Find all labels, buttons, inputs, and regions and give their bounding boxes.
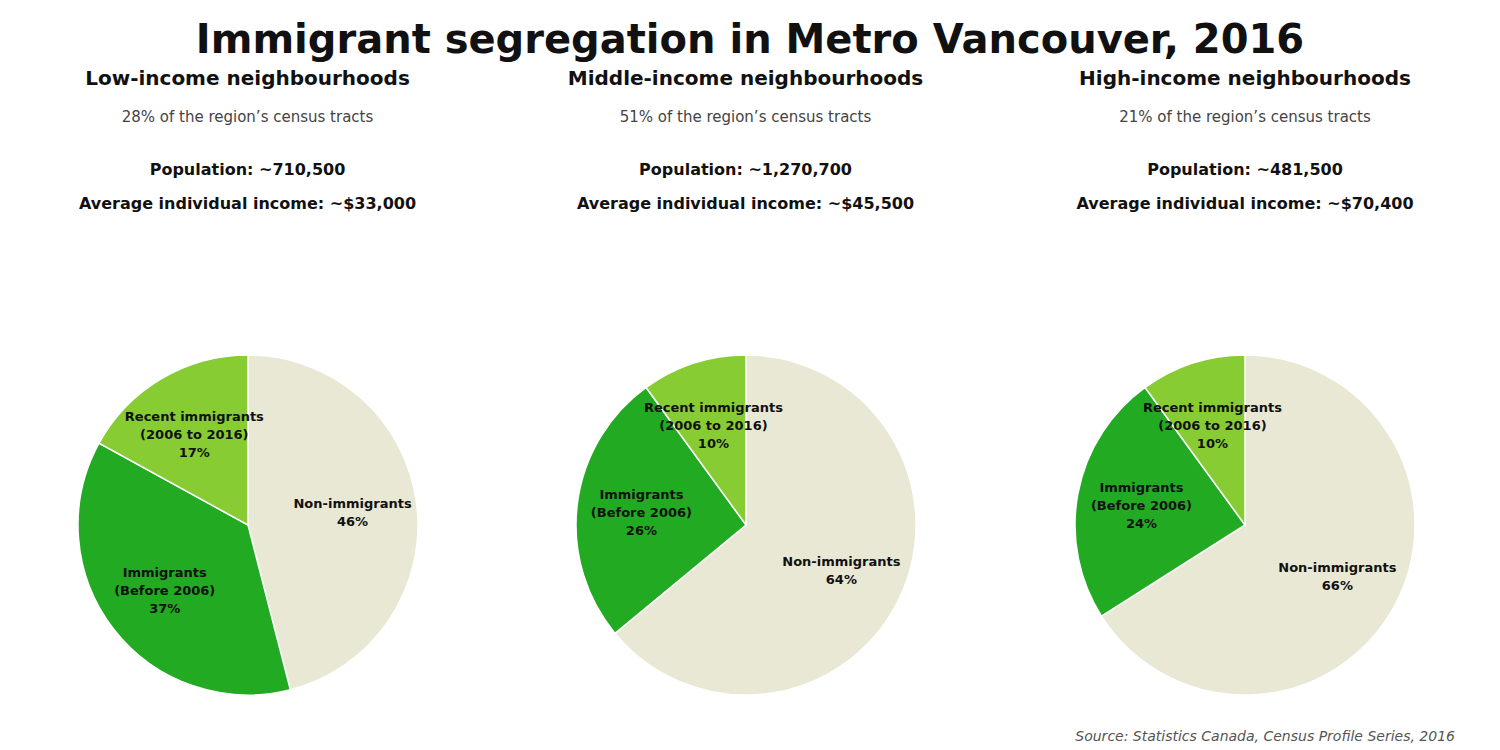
html-text:51% of the region’s census tra: 51% of the region’s census tracts — [619, 108, 872, 126]
svg-text:Immigrants(Before 2006)26%: Immigrants(Before 2006)26% — [590, 486, 691, 537]
html-text:Average individual income: ~$4: Average individual income: ~$45,500 — [576, 194, 915, 213]
svg-text:Recent immigrants(2006 to 2016: Recent immigrants(2006 to 2016)10% — [643, 399, 782, 450]
svg-text:Non-immigrants66%: Non-immigrants66% — [1278, 559, 1396, 592]
html-text:Low-income neighbourhoods: Low-income neighbourhoods — [85, 66, 410, 90]
html-text:Average individual income: ~$3: Average individual income: ~$33,000 — [78, 194, 417, 213]
svg-text:Non-immigrants64%: Non-immigrants64% — [782, 553, 900, 586]
html-text:High-income neighbourhoods: High-income neighbourhoods — [1079, 66, 1411, 90]
html-text:Population: ~1,270,700: Population: ~1,270,700 — [639, 160, 852, 179]
svg-text:Recent immigrants(2006 to 2016: Recent immigrants(2006 to 2016)10% — [1143, 399, 1282, 450]
svg-text:Immigrants(Before 2006)37%: Immigrants(Before 2006)37% — [114, 564, 215, 615]
html-text:Average individual income: ~$7: Average individual income: ~$70,400 — [1076, 194, 1414, 213]
svg-text:Non-immigrants46%: Non-immigrants46% — [293, 495, 411, 528]
html-text:Population: ~710,500: Population: ~710,500 — [149, 160, 346, 179]
html-text:21% of the region’s census tra: 21% of the region’s census tracts — [1119, 108, 1371, 126]
html-text:28% of the region’s census tra: 28% of the region’s census tracts — [121, 108, 374, 126]
svg-text:Immigrants(Before 2006)24%: Immigrants(Before 2006)24% — [1091, 480, 1192, 531]
html-text:Immigrant segregation in Metro: Immigrant segregation in Metro Vancouver… — [195, 16, 1305, 62]
html-text:Source: Statistics Canada, Cen: Source: Statistics Canada, Census Profil… — [1075, 728, 1455, 744]
html-text:Middle-income neighbourhoods: Middle-income neighbourhoods — [567, 66, 924, 90]
html-text:Population: ~481,500: Population: ~481,500 — [1147, 160, 1343, 179]
svg-text:Recent immigrants(2006 to 2016: Recent immigrants(2006 to 2016)17% — [124, 409, 263, 460]
